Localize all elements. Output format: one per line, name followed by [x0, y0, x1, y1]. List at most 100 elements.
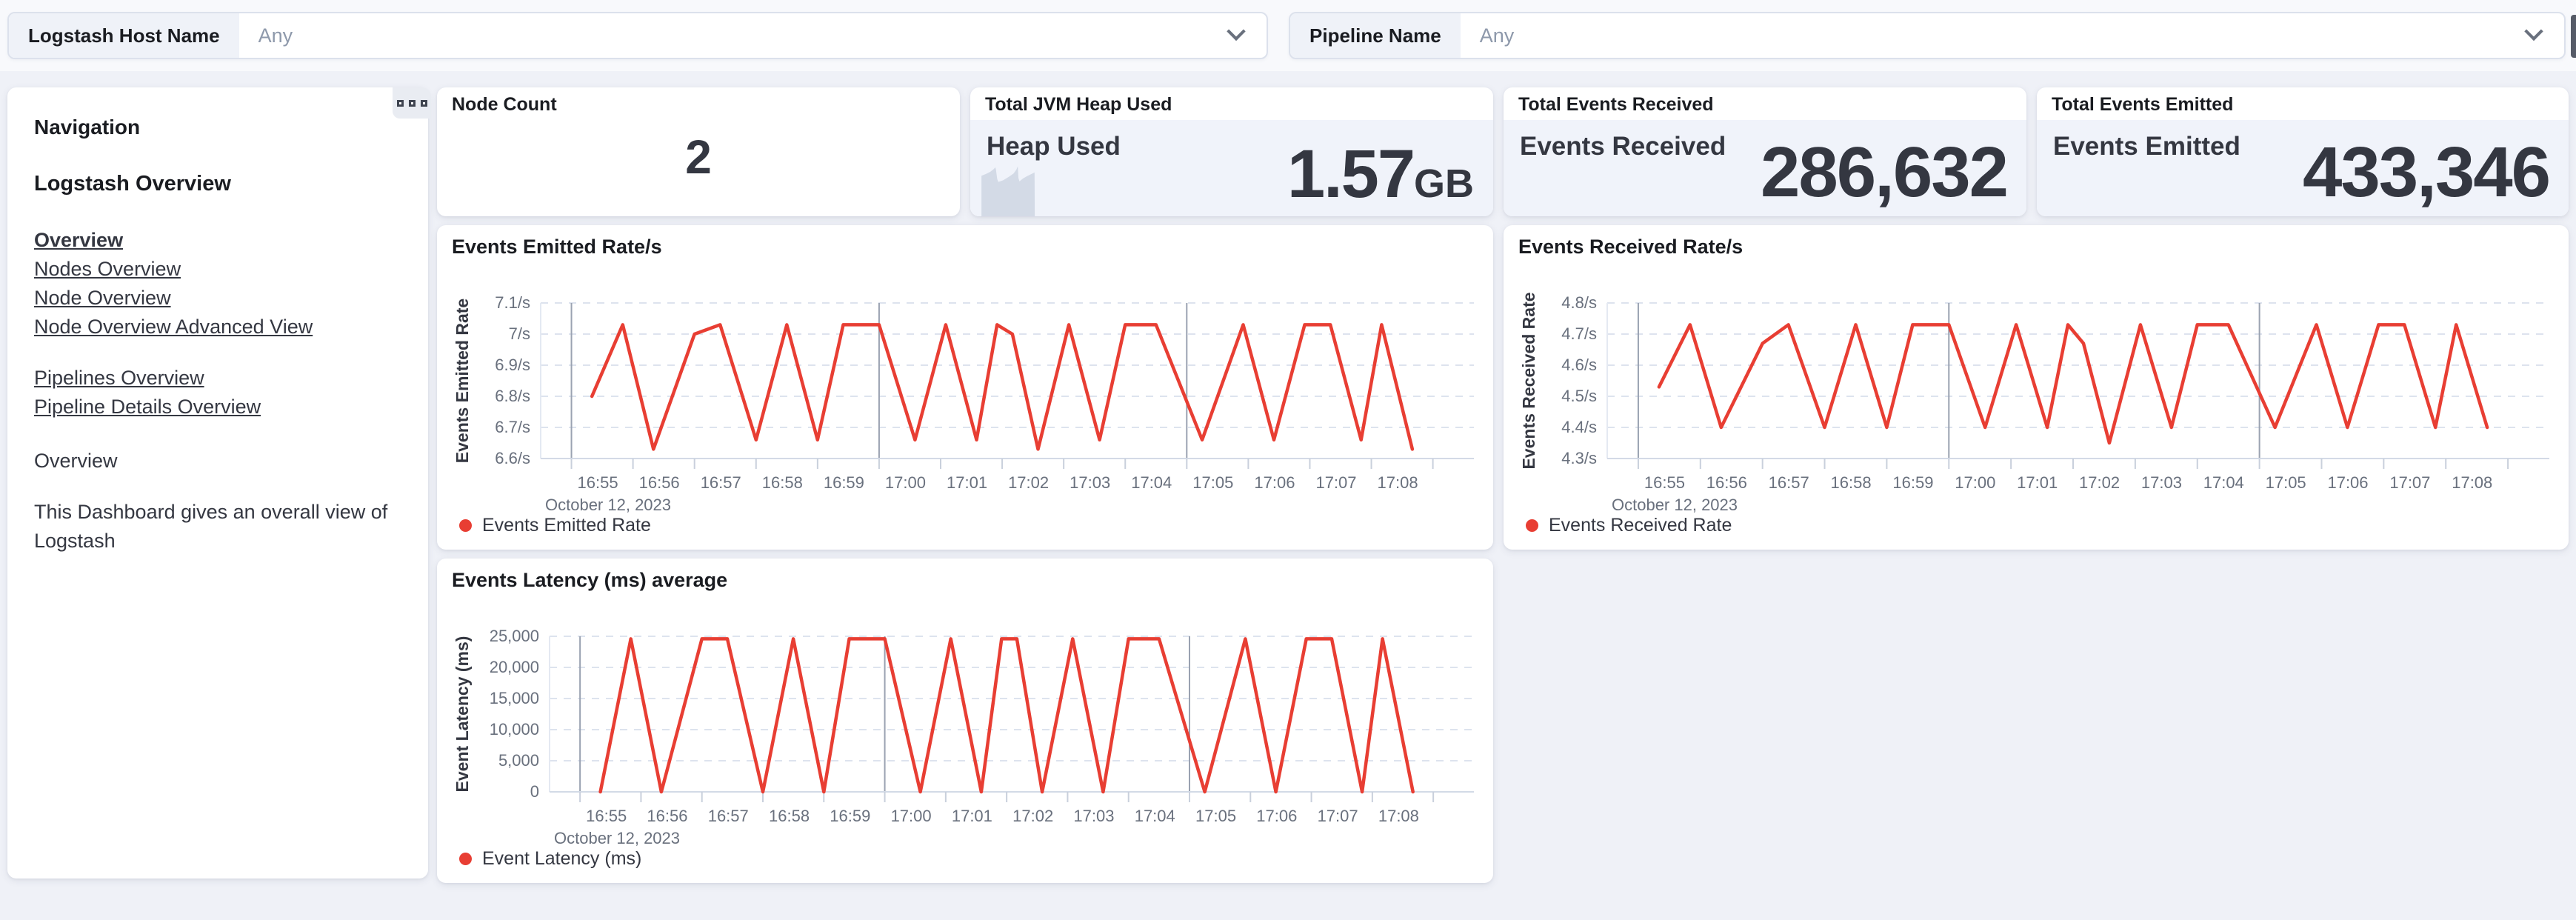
- metric-value: 1.57: [1287, 136, 1415, 212]
- svg-text:16:55: 16:55: [578, 473, 618, 492]
- panel-title: Total JVM Heap Used: [985, 94, 1172, 115]
- legend-label: Events Emitted Rate: [482, 515, 651, 536]
- svg-text:16:57: 16:57: [1769, 473, 1809, 492]
- svg-text:20,000: 20,000: [490, 658, 539, 676]
- nav-link-nodes-overview[interactable]: Nodes Overview: [34, 258, 181, 280]
- svg-text:17:08: 17:08: [1378, 807, 1419, 825]
- svg-text:17:08: 17:08: [1378, 473, 1418, 492]
- node-count-value: 2: [685, 130, 712, 184]
- chart-title: Events Emitted Rate/s: [452, 236, 662, 258]
- filter-value-any[interactable]: Any: [1479, 24, 1515, 47]
- svg-text:17:03: 17:03: [1070, 473, 1110, 492]
- svg-text:16:58: 16:58: [762, 473, 803, 492]
- svg-text:25,000: 25,000: [490, 627, 539, 645]
- svg-text:16:59: 16:59: [824, 473, 864, 492]
- events-latency-line-chart[interactable]: 16:55 16:56 16:57 16:58 16:59 17:00 17:01 17:02…: [437, 559, 1493, 883]
- svg-text:17:05: 17:05: [1195, 807, 1236, 825]
- svg-text:17:01: 17:01: [952, 807, 992, 825]
- metric-label: Events Received: [1520, 132, 1726, 161]
- boxes-icon: [396, 99, 404, 107]
- heap-metric: Heap Used 1.57 GB: [970, 120, 1493, 216]
- svg-text:6.6/s: 6.6/s: [495, 449, 530, 467]
- svg-text:17:00: 17:00: [885, 473, 926, 492]
- svg-text:17:07: 17:07: [1318, 807, 1358, 825]
- legend-item[interactable]: Event Latency (ms): [459, 848, 641, 870]
- events-emitted-rate-chart-panel: Events Emitted Rate/s 16:55 16:56 16:57 16:…: [437, 225, 1493, 550]
- legend-dot-icon: [459, 519, 472, 532]
- svg-text:17:07: 17:07: [2389, 473, 2430, 492]
- nav-link-pipelines-overview[interactable]: Pipelines Overview: [34, 367, 204, 389]
- chart-title: Events Received Rate/s: [1518, 236, 1744, 258]
- filter-value-any[interactable]: Any: [258, 24, 293, 47]
- legend-label: Events Received Rate: [1549, 515, 1732, 536]
- heap-value: 1.57 GB: [1287, 136, 1474, 213]
- svg-text:17:04: 17:04: [2203, 473, 2244, 492]
- nav-subsection-title: Overview: [34, 450, 118, 472]
- filter-label: Pipeline Name: [1290, 13, 1461, 58]
- chevron-down-icon: [1227, 21, 1246, 41]
- legend-dot-icon: [1526, 519, 1538, 532]
- filter-bar: Logstash Host Name Any Pipeline Name Any: [0, 0, 2576, 71]
- nav-link-pipeline-details-overview[interactable]: Pipeline Details Overview: [34, 396, 261, 418]
- nav-link-node-overview-advanced[interactable]: Node Overview Advanced View: [34, 316, 313, 338]
- filter-logstash-host-name[interactable]: Logstash Host Name Any: [7, 12, 1268, 59]
- svg-text:17:00: 17:00: [1955, 473, 1995, 492]
- node-count-panel: Node Count 2: [437, 87, 960, 216]
- navigation-panel: Navigation Logstash Overview Overview No…: [7, 87, 428, 879]
- events-emitted-panel: Total Events Emitted Events Emitted 433,…: [2037, 87, 2569, 216]
- events-emitted-metric: Events Emitted 433,346: [2037, 120, 2569, 216]
- svg-text:17:01: 17:01: [947, 473, 987, 492]
- legend-label: Event Latency (ms): [482, 848, 642, 869]
- svg-text:7.1/s: 7.1/s: [495, 293, 530, 312]
- metric-label: Events Emitted: [2053, 132, 2240, 161]
- jvm-heap-panel: Total JVM Heap Used Heap Used 1.57 GB: [970, 87, 1493, 216]
- events-received-rate-chart-panel: Events Received Rate/s 16:55 16:56 16:57 16…: [1504, 225, 2569, 550]
- events-received-metric: Events Received 286,632: [1504, 120, 2026, 216]
- svg-text:16:59: 16:59: [1892, 473, 1933, 492]
- legend-item[interactable]: Events Received Rate: [1526, 515, 1732, 536]
- svg-text:4.8/s: 4.8/s: [1561, 293, 1597, 312]
- svg-text:0: 0: [530, 782, 539, 801]
- legend-dot-icon: [459, 853, 472, 865]
- svg-text:17:04: 17:04: [1135, 807, 1175, 825]
- svg-text:17:02: 17:02: [1008, 473, 1049, 492]
- metric-label: Heap Used: [987, 132, 1121, 161]
- svg-text:6.7/s: 6.7/s: [495, 418, 530, 436]
- panel-title: Node Count: [452, 94, 557, 115]
- dashboard-description: This Dashboard gives an overall view of …: [34, 501, 388, 552]
- boxes-icon: [420, 99, 427, 107]
- svg-text:Event Latency (ms): Event Latency (ms): [453, 636, 472, 793]
- svg-text:16:56: 16:56: [639, 473, 680, 492]
- svg-text:4.7/s: 4.7/s: [1561, 324, 1597, 343]
- filter-pipeline-name[interactable]: Pipeline Name Any: [1289, 12, 2566, 59]
- nav-link-node-overview[interactable]: Node Overview: [34, 287, 171, 309]
- svg-text:16:56: 16:56: [647, 807, 687, 825]
- legend-item[interactable]: Events Emitted Rate: [459, 515, 651, 536]
- svg-text:17:02: 17:02: [2079, 473, 2120, 492]
- heap-sparkline: [981, 166, 1035, 216]
- metric-value: 286,632: [1760, 133, 2009, 212]
- nav-link-overview[interactable]: Overview: [34, 229, 124, 251]
- svg-text:7/s: 7/s: [509, 324, 530, 343]
- events-received-panel: Total Events Received Events Received 28…: [1504, 87, 2026, 216]
- svg-text:6.9/s: 6.9/s: [495, 356, 530, 374]
- svg-text:5,000: 5,000: [498, 751, 539, 770]
- events-received-rate-line-chart[interactable]: 16:55 16:56 16:57 16:58 16:59 17:00 17:01 17:02…: [1504, 225, 2569, 550]
- svg-text:16:59: 16:59: [830, 807, 870, 825]
- svg-text:4.3/s: 4.3/s: [1561, 449, 1597, 467]
- svg-text:17:01: 17:01: [2017, 473, 2058, 492]
- svg-text:6.8/s: 6.8/s: [495, 387, 530, 405]
- svg-text:17:06: 17:06: [2327, 473, 2368, 492]
- svg-text:Events Received Rate: Events Received Rate: [1519, 292, 1538, 469]
- panel-options-button[interactable]: [393, 87, 431, 119]
- svg-text:17:03: 17:03: [2141, 473, 2182, 492]
- svg-text:17:08: 17:08: [2452, 473, 2492, 492]
- events-emitted-rate-line-chart[interactable]: 16:55 16:56 16:57 16:58 16:59 17:00 17:01 17:02…: [437, 225, 1493, 550]
- chevron-down-icon: [2524, 21, 2543, 41]
- panel-title: Total Events Received: [1518, 94, 1714, 115]
- svg-text:October 12, 2023: October 12, 2023: [1612, 496, 1738, 514]
- svg-text:16:56: 16:56: [1706, 473, 1747, 492]
- svg-text:16:58: 16:58: [769, 807, 810, 825]
- events-latency-chart-panel: Events Latency (ms) average 16:55 16:56 16…: [437, 559, 1493, 883]
- metric-value: 433,346: [2302, 133, 2551, 212]
